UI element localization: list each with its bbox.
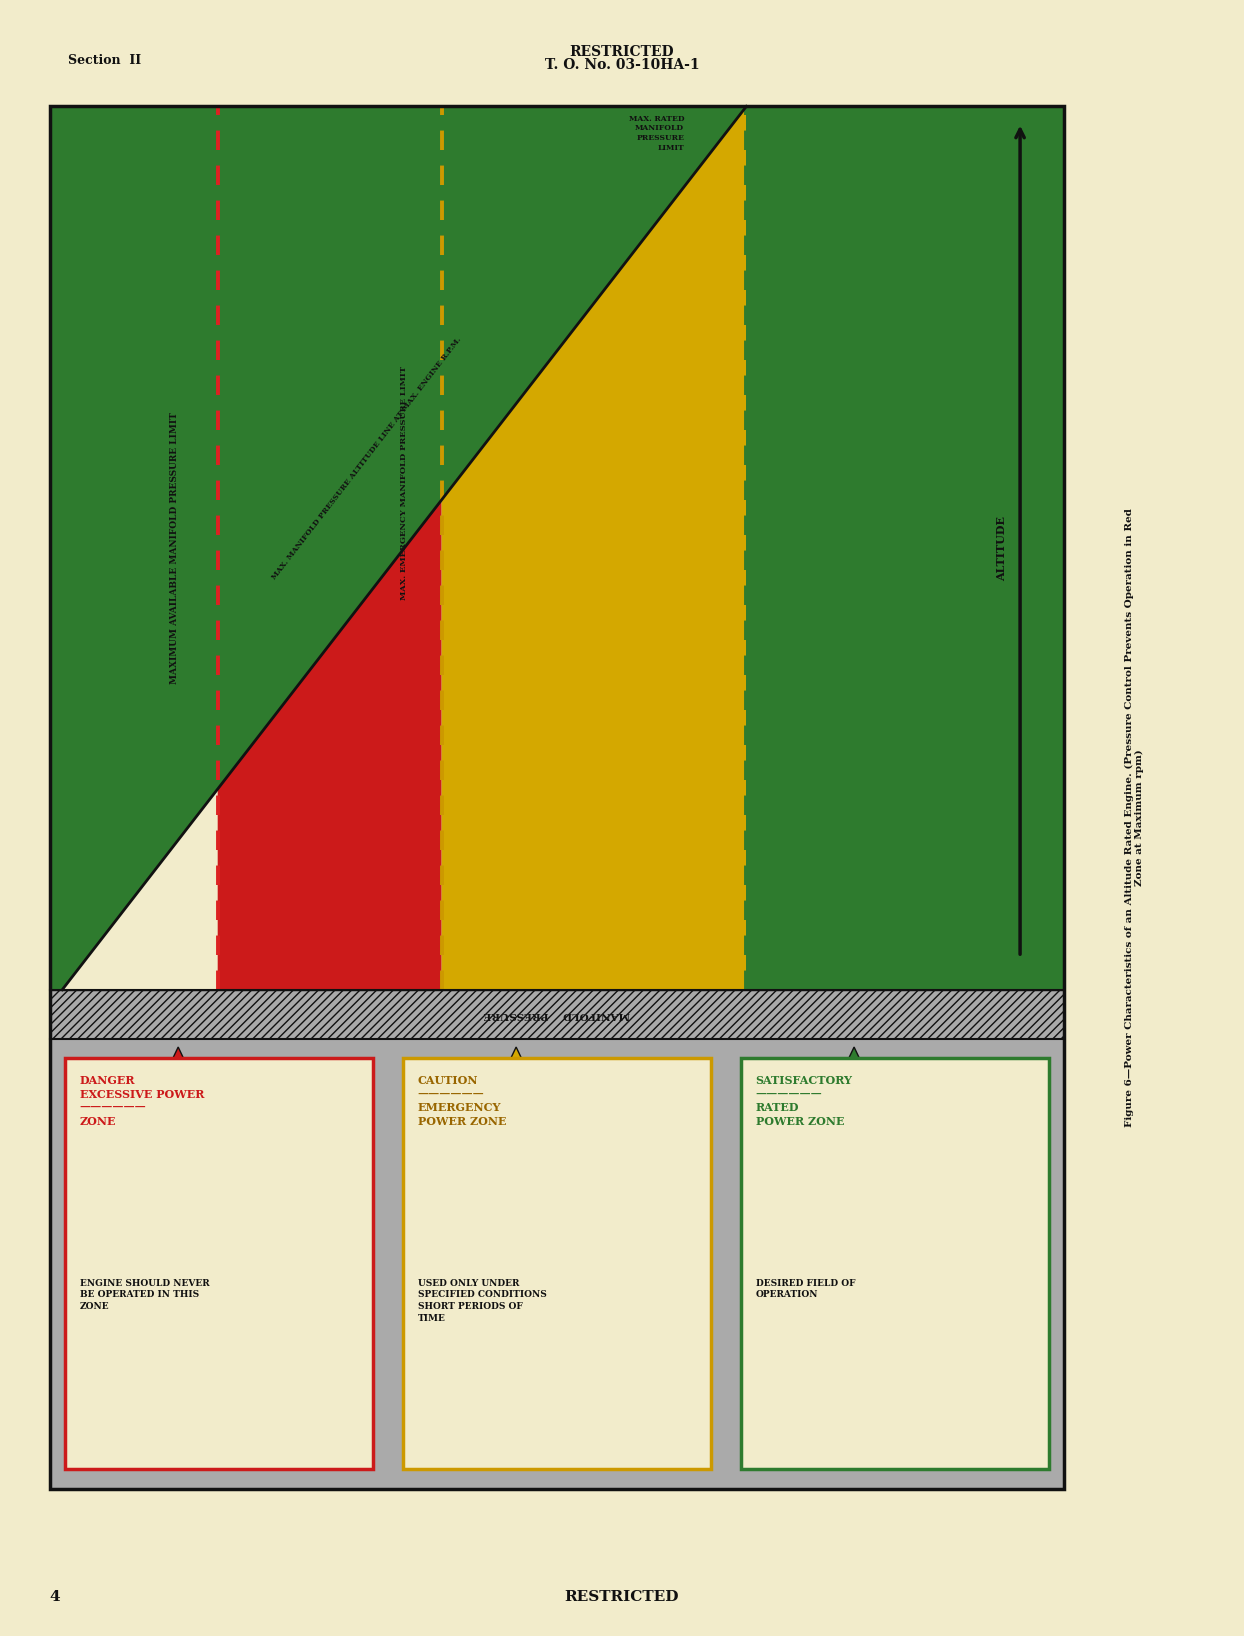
Text: Figure 6—Power Characteristics of an Altitude Rated Engine. (Pressure Control Pr: Figure 6—Power Characteristics of an Alt… — [1125, 509, 1144, 1127]
Text: MANIFOLD    PRESSURE: MANIFOLD PRESSURE — [484, 1009, 629, 1019]
Text: MAX. MANIFOLD PRESSURE ALTITUDE LINE AT MAX. ENGINE R.P.M.: MAX. MANIFOLD PRESSURE ALTITUDE LINE AT … — [271, 335, 463, 581]
Text: ENGINE SHOULD NEVER
BE OPERATED IN THIS
ZONE: ENGINE SHOULD NEVER BE OPERATED IN THIS … — [80, 1279, 209, 1312]
Bar — [746, 106, 1064, 990]
Bar — [50, 1039, 1064, 1489]
Text: CAUTION
——————
EMERGENCY
POWER ZONE: CAUTION —————— EMERGENCY POWER ZONE — [418, 1075, 506, 1127]
Polygon shape — [824, 1047, 886, 1464]
Text: RESTRICTED: RESTRICTED — [570, 46, 674, 59]
Text: MAX. RATED
MANIFOLD
PRESSURE
LIMIT: MAX. RATED MANIFOLD PRESSURE LIMIT — [628, 115, 684, 152]
Text: DANGER
EXCESSIVE POWER
——————
ZONE: DANGER EXCESSIVE POWER —————— ZONE — [80, 1075, 204, 1127]
Text: MAX. EMERGENCY MANIFOLD PRESSURE LIMIT: MAX. EMERGENCY MANIFOLD PRESSURE LIMIT — [401, 366, 408, 600]
Polygon shape — [442, 106, 746, 990]
Bar — [50, 106, 1064, 1489]
Text: DESIRED FIELD OF
OPERATION: DESIRED FIELD OF OPERATION — [755, 1279, 855, 1299]
Polygon shape — [485, 1047, 547, 1464]
Text: RESTRICTED: RESTRICTED — [565, 1590, 679, 1603]
Bar — [740, 1058, 1049, 1469]
Text: ALTITUDE: ALTITUDE — [996, 515, 1006, 581]
Polygon shape — [50, 106, 746, 990]
Text: 4: 4 — [50, 1590, 61, 1603]
Text: Section  II: Section II — [68, 54, 142, 67]
Bar — [65, 1058, 373, 1469]
Text: MAXIMUM AVAILABLE MANIFOLD PRESSURE LIMIT: MAXIMUM AVAILABLE MANIFOLD PRESSURE LIMI… — [169, 412, 179, 684]
Text: SATISFACTORY
——————
RATED
POWER ZONE: SATISFACTORY —————— RATED POWER ZONE — [755, 1075, 852, 1127]
Bar — [403, 1058, 710, 1469]
Text: USED ONLY UNDER
SPECIFIED CONDITIONS
SHORT PERIODS OF
TIME: USED ONLY UNDER SPECIFIED CONDITIONS SHO… — [418, 1279, 546, 1324]
Bar — [50, 990, 1064, 1039]
Polygon shape — [218, 501, 442, 990]
Polygon shape — [147, 1047, 209, 1464]
Text: T. O. No. 03-10HA-1: T. O. No. 03-10HA-1 — [545, 59, 699, 72]
